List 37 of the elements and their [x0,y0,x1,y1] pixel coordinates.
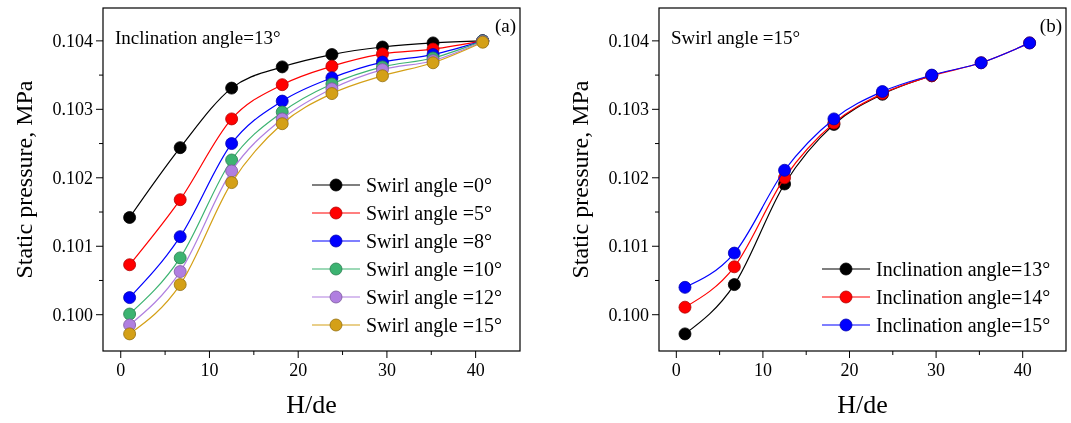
x-tick-label: 20 [840,360,859,380]
x-axis-title: H/de [837,390,888,419]
annotation: (a) [494,15,516,37]
legend-label: Swirl angle =5° [366,202,492,225]
annotation: Inclination angle=13° [115,27,281,48]
legend-label: Inclination angle=15° [876,314,1051,337]
x-tick-label: 40 [466,360,485,380]
legend-label: Swirl angle =10° [366,258,502,281]
y-axis-title: Static pressure, MPa [11,80,37,279]
legend-label: Swirl angle =8° [366,230,492,253]
legend-label: Inclination angle=13° [876,258,1051,281]
y-tick-label: 0.103 [608,99,649,120]
y-tick-label: 0.102 [608,167,649,188]
legend-label: Swirl angle =0° [366,174,492,197]
y-tick-label: 0.100 [52,304,93,325]
x-axis-title: H/de [286,390,337,419]
annotation: Swirl angle =15° [671,27,801,48]
annotation: (b) [1039,15,1062,37]
legend-label: Swirl angle =12° [366,286,502,309]
legend-label: Inclination angle=14° [876,286,1051,309]
y-tick-label: 0.103 [52,99,93,120]
x-tick-label: 10 [753,360,772,380]
legend-label: Swirl angle =15° [366,314,502,337]
y-tick-label: 0.102 [52,167,93,188]
x-tick-label: 0 [116,360,126,380]
x-tick-label: 40 [1013,360,1032,380]
x-tick-label: 30 [377,360,396,380]
y-tick-label: 0.100 [608,304,649,325]
y-tick-label: 0.101 [608,236,649,257]
x-tick-label: 10 [200,360,219,380]
y-tick-label: 0.104 [608,30,649,51]
x-tick-label: 20 [289,360,308,380]
x-tick-label: 0 [671,360,681,380]
y-tick-label: 0.101 [52,236,93,257]
y-tick-label: 0.104 [52,30,93,51]
y-axis-title: Static pressure, MPa [567,80,593,279]
x-tick-label: 30 [927,360,946,380]
